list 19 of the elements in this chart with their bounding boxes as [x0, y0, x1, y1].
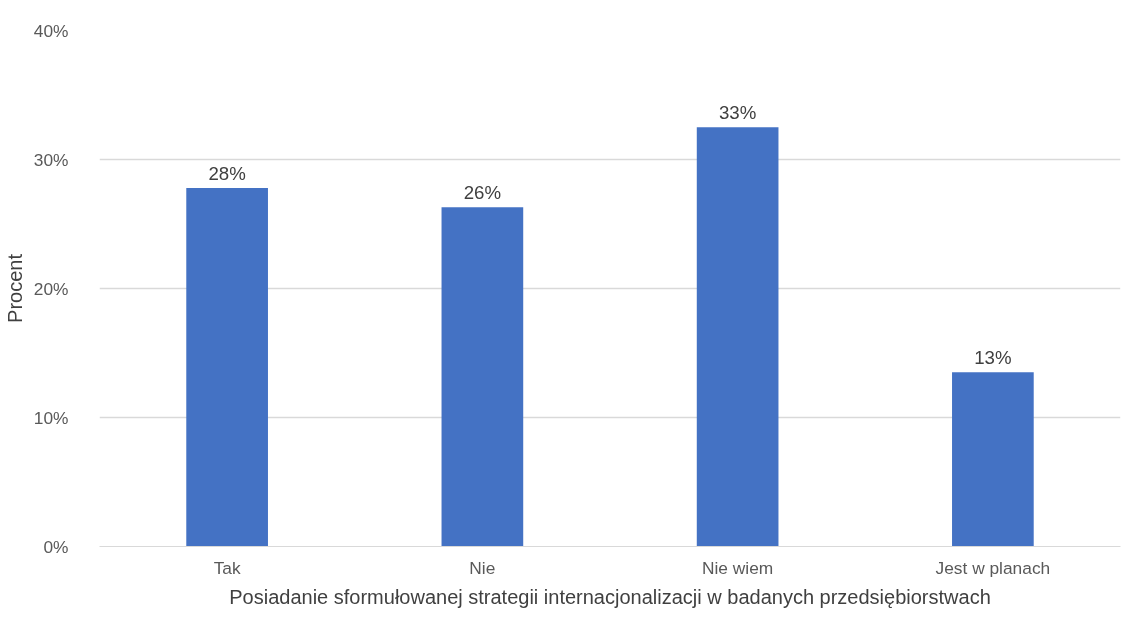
- data-label: 33%: [718, 102, 757, 124]
- y-tick-label: 20%: [33, 278, 69, 299]
- y-axis-title: Procent: [3, 253, 26, 323]
- bar: [952, 372, 1034, 547]
- bar: [186, 187, 268, 547]
- y-tick-label: 40%: [33, 20, 69, 41]
- x-tick-label: Tak: [213, 557, 241, 578]
- data-label: 26%: [463, 182, 502, 204]
- x-tick-label: Nie: [469, 557, 496, 578]
- bar: [441, 207, 524, 547]
- y-tick-label: 10%: [33, 407, 69, 428]
- y-tick-label: 0%: [43, 536, 69, 557]
- y-tick-label: 30%: [33, 149, 69, 170]
- x-axis-title: Posiadanie sformułowanej strategii internacjonalizacji w badanych przedsiębiorstwach: [229, 585, 991, 608]
- x-tick-label: Nie wiem: [702, 557, 774, 578]
- x-tick-label: Jest w planach: [935, 557, 1051, 578]
- bar: [696, 127, 779, 547]
- data-label: 28%: [208, 162, 246, 184]
- data-label: 13%: [974, 347, 1012, 369]
